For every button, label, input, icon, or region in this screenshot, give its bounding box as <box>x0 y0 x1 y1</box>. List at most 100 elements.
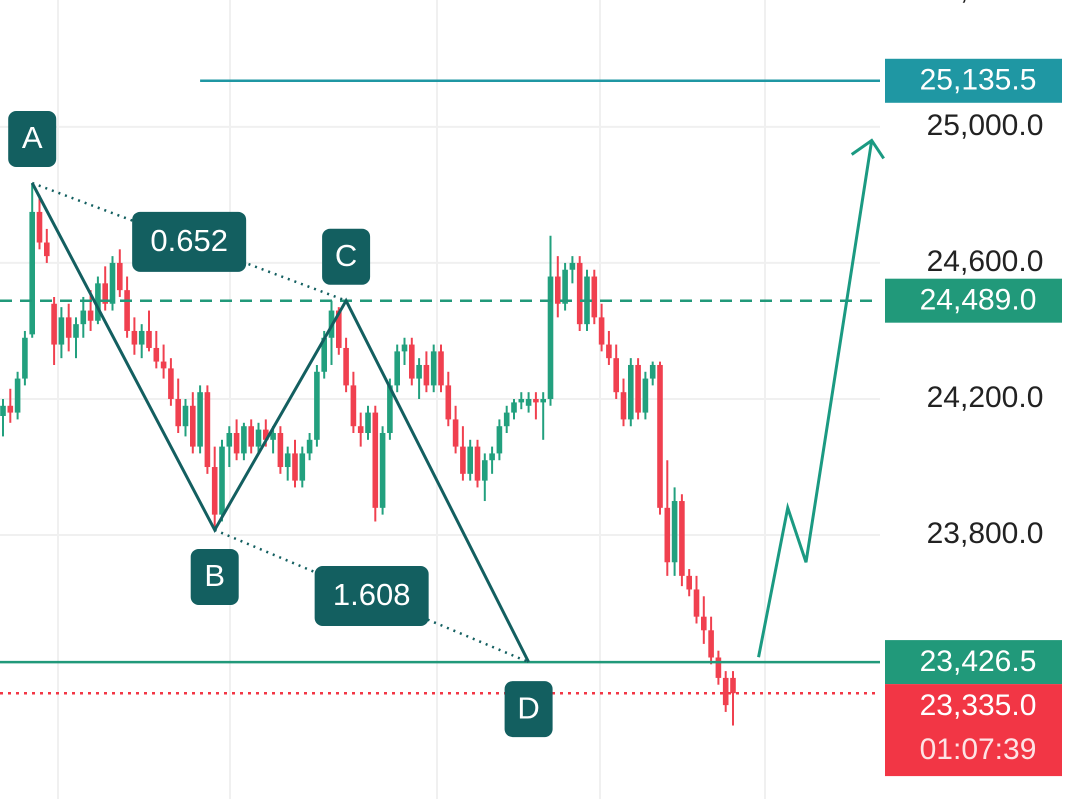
candle-body <box>591 276 598 318</box>
y-tick-label: 24,600.0 <box>927 245 1044 278</box>
price-tag <box>885 684 1062 777</box>
price-tag <box>885 58 1062 103</box>
point-label: B <box>204 558 225 593</box>
arrow-head <box>850 138 885 160</box>
candle-body <box>620 392 627 420</box>
point-box <box>322 228 371 285</box>
candle-body <box>438 351 444 386</box>
candle-body <box>642 378 649 413</box>
candle-body <box>109 262 116 304</box>
candle-body <box>44 242 50 257</box>
point-box <box>190 548 239 605</box>
candle-body <box>679 501 685 576</box>
candle-body <box>87 310 94 321</box>
candle-body <box>248 426 254 447</box>
candle-body <box>540 398 546 403</box>
point-box <box>504 681 553 738</box>
y-tick-label: 25,000.0 <box>927 109 1044 142</box>
candle-body <box>175 398 181 427</box>
candle-body <box>628 364 634 420</box>
candle-body <box>160 361 167 369</box>
candle-body <box>124 290 130 331</box>
candle-body <box>153 347 160 362</box>
price-tag-label: 23,426.5 <box>920 645 1037 678</box>
ratio-line <box>214 528 530 664</box>
candle-body <box>314 371 320 440</box>
ratio-box <box>132 211 247 272</box>
candle-body <box>547 276 554 399</box>
candle-body <box>80 310 87 325</box>
candle-body <box>255 429 262 447</box>
candle-body <box>65 317 72 338</box>
candle-body <box>409 344 415 379</box>
candle-body <box>562 269 568 304</box>
candle-body <box>379 433 386 508</box>
candle-body <box>533 398 539 403</box>
candle-body <box>701 616 707 631</box>
candle-body <box>190 405 196 447</box>
candle-body <box>657 364 663 508</box>
candle-body <box>36 211 43 243</box>
candle-body <box>401 344 408 352</box>
candle-body <box>613 358 619 393</box>
candle-body <box>219 446 225 515</box>
price-tag-label: 24,489.0 <box>920 284 1037 317</box>
candle-body <box>343 347 349 386</box>
price-tag-label: 23,335.0 <box>920 689 1037 722</box>
candle-body <box>241 426 247 454</box>
price-tag <box>885 278 1062 323</box>
candle-body <box>299 453 306 481</box>
candle-body <box>460 446 466 474</box>
candle-body <box>372 412 379 508</box>
candle-body <box>649 364 656 379</box>
candle-body <box>416 364 422 379</box>
candle-body <box>131 330 138 345</box>
candle-body <box>7 405 14 413</box>
candle-body <box>555 276 561 304</box>
y-tick-label: 24,200.0 <box>927 381 1044 414</box>
candle-body <box>708 630 714 658</box>
candle-body <box>518 398 525 403</box>
candle-body <box>730 677 736 694</box>
candle-body <box>321 337 327 372</box>
candle-body <box>686 575 692 590</box>
candle-body <box>394 351 400 386</box>
candle-body <box>284 453 291 468</box>
candle-body <box>182 405 189 427</box>
price-tag-label: 25,135.5 <box>920 64 1037 97</box>
ratio-label: 1.608 <box>333 577 411 612</box>
candle-body <box>306 439 313 454</box>
candle-body <box>445 385 452 420</box>
candle-body <box>598 317 605 345</box>
candle-body <box>496 426 503 454</box>
candle-body <box>22 337 28 379</box>
candle-body <box>452 419 459 447</box>
candle-body <box>350 385 357 427</box>
candle-body <box>95 283 101 321</box>
candle-body <box>671 501 678 563</box>
candle-body <box>525 398 532 406</box>
candle-body <box>576 262 583 325</box>
candle-body <box>569 262 576 270</box>
pattern-line <box>30 182 530 663</box>
candle-body <box>0 405 6 416</box>
candle-body <box>29 211 35 335</box>
candle-body <box>138 330 145 345</box>
candle-body <box>722 677 729 706</box>
candle-body <box>430 351 437 386</box>
candle-body <box>664 507 671 563</box>
price-tag <box>885 640 1062 685</box>
candle-body <box>117 262 123 291</box>
candle-body <box>606 344 612 359</box>
ratio-label: 0.652 <box>150 223 228 258</box>
candle-body <box>715 657 722 678</box>
candle-body <box>292 453 298 481</box>
candle-body <box>197 392 203 447</box>
candle-body <box>102 283 108 304</box>
point-box <box>8 110 57 167</box>
candle-body <box>277 433 284 468</box>
candle-body <box>211 467 218 515</box>
candle-body <box>357 426 364 434</box>
candle-body <box>635 364 641 413</box>
candle-body <box>233 433 240 454</box>
